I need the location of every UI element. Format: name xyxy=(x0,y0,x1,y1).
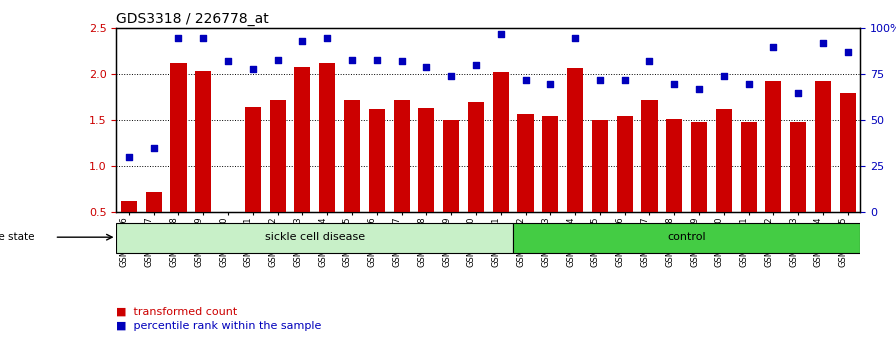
Text: ■  percentile rank within the sample: ■ percentile rank within the sample xyxy=(116,321,322,331)
Bar xyxy=(513,223,860,253)
Bar xyxy=(369,109,384,258)
Bar xyxy=(667,119,682,258)
Bar xyxy=(518,114,533,258)
Point xyxy=(296,38,310,44)
Bar xyxy=(592,120,607,258)
Point xyxy=(196,35,211,40)
Point xyxy=(840,50,855,55)
Point xyxy=(345,57,359,62)
Point xyxy=(220,59,235,64)
Point xyxy=(469,62,483,68)
Text: GDS3318 / 226778_at: GDS3318 / 226778_at xyxy=(116,12,269,26)
Bar xyxy=(567,68,583,258)
Point xyxy=(320,35,334,40)
Bar xyxy=(146,192,161,258)
Point xyxy=(742,81,756,86)
Bar xyxy=(245,107,261,258)
Bar xyxy=(691,122,707,258)
Text: ■  transformed count: ■ transformed count xyxy=(116,307,237,317)
Point xyxy=(519,77,533,83)
Bar xyxy=(765,81,781,258)
Bar xyxy=(393,100,409,258)
Point xyxy=(791,90,806,96)
Point xyxy=(246,66,260,72)
Bar xyxy=(319,63,335,258)
Bar xyxy=(344,100,360,258)
Text: control: control xyxy=(668,232,706,242)
Text: disease state: disease state xyxy=(0,232,35,242)
Point xyxy=(642,59,657,64)
Bar xyxy=(295,67,310,258)
Bar xyxy=(493,72,509,258)
Bar xyxy=(542,116,558,258)
Point xyxy=(147,145,161,151)
Point xyxy=(122,154,136,160)
Bar xyxy=(116,223,513,253)
Point xyxy=(568,35,582,40)
Bar xyxy=(270,100,286,258)
Bar xyxy=(444,120,459,258)
Bar xyxy=(418,108,435,258)
Bar xyxy=(741,122,756,258)
Bar xyxy=(716,109,732,258)
Bar xyxy=(840,93,856,258)
Point xyxy=(668,81,682,86)
Bar xyxy=(815,81,831,258)
Point xyxy=(766,44,780,50)
Bar xyxy=(121,201,137,258)
Point xyxy=(370,57,384,62)
Point xyxy=(543,81,557,86)
Bar xyxy=(642,100,658,258)
Point xyxy=(593,77,607,83)
Point xyxy=(692,86,706,92)
Text: sickle cell disease: sickle cell disease xyxy=(264,232,365,242)
Bar xyxy=(170,63,186,258)
Point xyxy=(494,31,508,37)
Point xyxy=(717,73,731,79)
Bar xyxy=(616,116,633,258)
Bar xyxy=(790,122,806,258)
Bar xyxy=(195,71,211,258)
Point xyxy=(444,73,459,79)
Bar xyxy=(468,102,484,258)
Bar xyxy=(220,212,236,258)
Point xyxy=(617,77,632,83)
Point xyxy=(394,59,409,64)
Point xyxy=(816,40,831,46)
Point xyxy=(419,64,434,70)
Point xyxy=(271,57,285,62)
Point xyxy=(171,35,185,40)
